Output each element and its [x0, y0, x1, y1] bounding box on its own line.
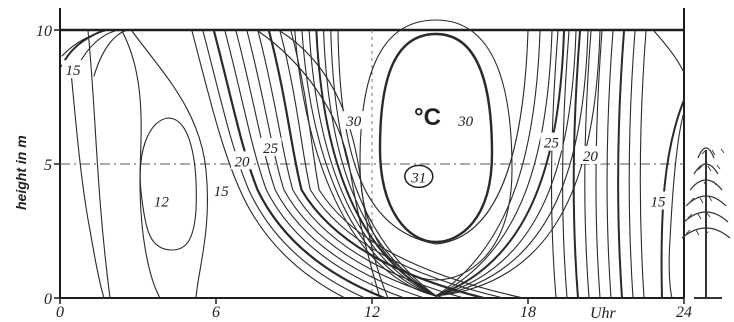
- y-tick-label: 10: [36, 23, 52, 40]
- isotherm-line: [653, 30, 685, 73]
- circle-marker: [404, 164, 434, 189]
- contour-label: 15: [66, 63, 82, 79]
- tree-icon: [681, 147, 731, 299]
- contour-label-bg: [647, 191, 669, 210]
- isotherm-line: [212, 29, 386, 300]
- tree-branch: [689, 179, 723, 191]
- isotherm-line: [87, 30, 111, 299]
- x-tick-label: 18: [520, 304, 536, 321]
- axes: 0 6 12 18 24 0 5 10: [36, 23, 692, 321]
- y-tick-label: 0: [44, 291, 52, 308]
- x-tick-label: 24: [676, 304, 692, 321]
- tree-foliage: [689, 196, 713, 204]
- isotherm-line: [617, 30, 625, 299]
- contour-label-bg: [62, 60, 84, 79]
- isotherm-line: [572, 30, 581, 299]
- isotherm-line: [639, 30, 647, 299]
- contour-label-bg: [579, 145, 602, 164]
- isotherm-line: [550, 30, 559, 299]
- isotherm-line: [61, 30, 106, 57]
- x-tick-label: 6: [212, 304, 220, 321]
- isotherm-line: [290, 30, 524, 299]
- isotherm-line: [628, 30, 636, 299]
- contour-label: 20: [583, 149, 599, 165]
- contour-label-bg: [540, 132, 563, 151]
- isotherm-line: [246, 30, 445, 299]
- isotherm-line: [606, 30, 614, 299]
- isotherm-line: [668, 111, 685, 299]
- tree-branch: [685, 195, 727, 207]
- tree-foliage: [701, 148, 725, 156]
- tree-branch: [681, 227, 731, 239]
- x-unit-label: Uhr: [590, 305, 617, 322]
- isotherm-line: [359, 19, 513, 281]
- contour-labels: 15 12 15 20 25 30 30 31 25 20 15: [62, 60, 669, 211]
- isotherm-line: [660, 99, 685, 299]
- isotherm-line: [139, 117, 197, 251]
- isotherm-line: [131, 30, 209, 299]
- tree-foliage: [697, 164, 721, 172]
- contour-label-bg: [210, 180, 233, 199]
- tree-foliage: [693, 180, 717, 188]
- tree-foliage: [685, 228, 709, 236]
- tree-branch: [693, 163, 719, 175]
- isotherm-line: [224, 30, 405, 299]
- isotherm-line: [121, 30, 161, 299]
- tree-foliage: [687, 212, 711, 220]
- y-tick-label: 5: [44, 157, 52, 174]
- contour-label: 30: [345, 114, 362, 130]
- contour-label: 12: [154, 195, 170, 211]
- isotherm-line: [378, 32, 494, 244]
- isotherm-line: [235, 30, 425, 299]
- contour-label: 30: [457, 114, 474, 130]
- contour-label-bg: [150, 191, 173, 210]
- contour-label: 25: [263, 141, 279, 157]
- contour-label: 15: [214, 184, 230, 200]
- y-axis-label: height in m: [13, 135, 29, 210]
- tree-branch: [697, 147, 715, 159]
- isotherm-line: [279, 30, 504, 299]
- isotherm-line: [294, 30, 601, 297]
- contour-label-bg: [259, 137, 282, 156]
- isotherm-line: [337, 30, 529, 245]
- isotherm-line: [562, 30, 570, 299]
- contour-label: 20: [235, 154, 251, 170]
- x-tick-label: 12: [364, 304, 380, 321]
- contour-label: 31: [410, 170, 426, 186]
- isotherm-line: [69, 61, 105, 299]
- contour-label-bg: [231, 151, 253, 170]
- x-tick-label: 0: [56, 304, 64, 321]
- contour-label: 15: [651, 195, 667, 211]
- contour-label-bg: [454, 111, 477, 130]
- isotherm-line: [191, 30, 346, 299]
- temperature-unit-label: °C: [414, 104, 441, 131]
- isotherm-line: [202, 30, 366, 299]
- contour-label-bg: [342, 111, 365, 130]
- isotherm-line: [93, 30, 126, 77]
- contour-label: 25: [544, 136, 560, 152]
- reference-lines: [60, 30, 684, 298]
- tree-branch: [683, 211, 729, 223]
